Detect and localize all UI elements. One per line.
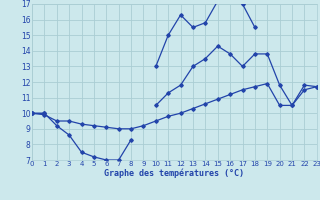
- X-axis label: Graphe des températures (°C): Graphe des températures (°C): [104, 169, 244, 178]
